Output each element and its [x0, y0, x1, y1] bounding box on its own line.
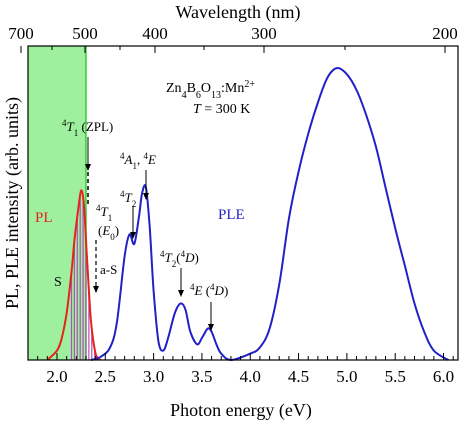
zpl-arrowhead — [85, 164, 91, 171]
top-axis-ticks — [20, 46, 446, 53]
anti-stokes-label: a-S — [100, 262, 117, 277]
ed-label: 4E (4D) — [190, 282, 228, 298]
e0-state-label: 4T1 — [96, 203, 112, 223]
temperature-label: T = 300 K — [193, 102, 250, 117]
bottom-tick-label: 5.0 — [336, 367, 357, 386]
t2-arrowhead — [130, 232, 136, 239]
t2-label: 4T2 — [120, 189, 136, 209]
a1e-label: 4A1, 4E — [120, 151, 156, 171]
bottom-tick-label: 2.5 — [95, 367, 116, 386]
stokes-label: S — [54, 275, 62, 290]
top-tick-label: 700 — [8, 24, 34, 43]
top-tick-label: 300 — [251, 24, 277, 43]
bottom-axis-ticks — [37, 353, 454, 360]
ple-curve — [90, 66, 449, 362]
bottom-tick-label: 5.5 — [385, 367, 406, 386]
ple-series-label: PLE — [218, 207, 245, 223]
bottom-tick-label: 6.0 — [433, 367, 454, 386]
ed-arrowhead — [208, 324, 214, 331]
e0-label: (E0) — [98, 223, 119, 242]
top-tick-label: 200 — [432, 24, 458, 43]
bottom-tick-label: 4.0 — [240, 367, 261, 386]
t2d-label: 4T2(4D) — [160, 249, 199, 269]
top-tick-labels: 700 500 400 300 200 — [8, 24, 458, 43]
bottom-tick-label: 4.5 — [288, 367, 309, 386]
formula-label: Zn4B6O13:Mn2+ — [166, 79, 255, 101]
bottom-tick-label: 2.0 — [46, 367, 67, 386]
top-tick-label: 500 — [72, 24, 98, 43]
pl-emission-band — [28, 46, 86, 360]
bottom-tick-label: 3.0 — [143, 367, 164, 386]
plot-frame — [27, 45, 459, 361]
x-axis-title: Photon energy (eV) — [170, 400, 312, 421]
top-tick-label: 400 — [142, 24, 168, 43]
e0-arrowhead — [93, 286, 99, 293]
t2d-arrowhead — [178, 290, 184, 297]
a1e-arrowhead — [143, 193, 149, 200]
top-axis-title: Wavelength (nm) — [175, 2, 300, 23]
y-axis-title: PL, PLE intensity (arb. units) — [2, 97, 23, 309]
bottom-tick-label: 3.5 — [191, 367, 212, 386]
pl-series-label: PL — [35, 210, 53, 226]
bottom-tick-labels: 2.0 2.5 3.0 3.5 4.0 4.5 5.0 5.5 6.0 — [46, 367, 454, 386]
pl-curve — [46, 189, 102, 361]
